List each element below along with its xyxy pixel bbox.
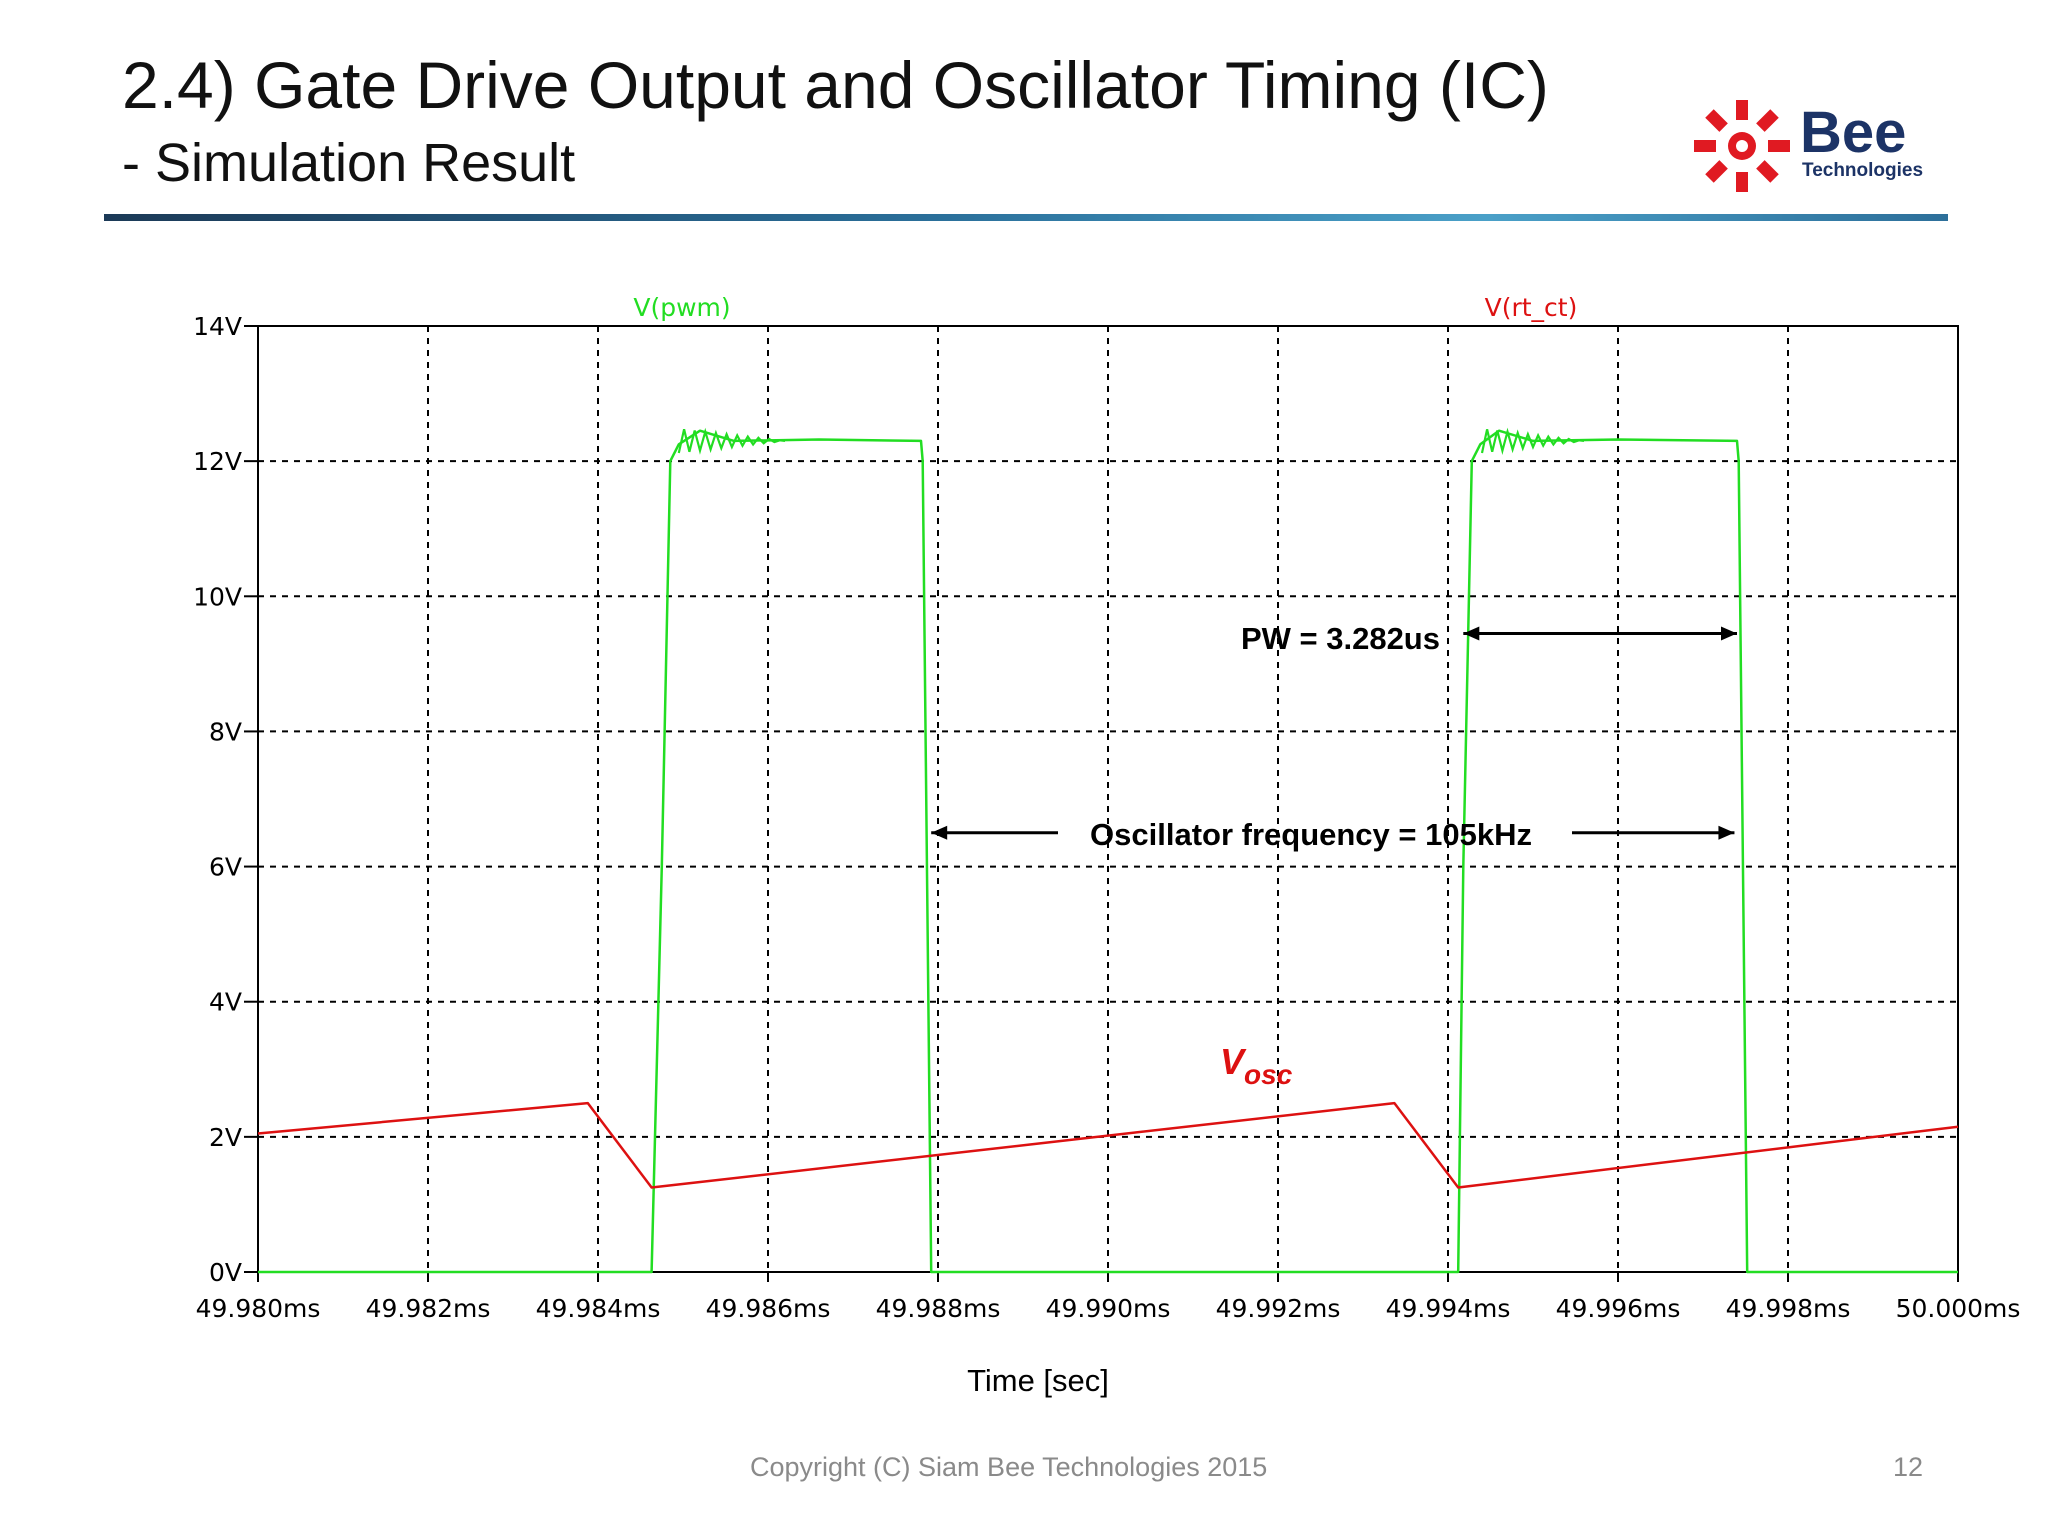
x-tick-label: 49.996ms <box>1556 1294 1681 1323</box>
series-line-pwm <box>258 429 1958 1274</box>
slide-subtitle: - Simulation Result <box>122 133 576 193</box>
pw-arrow-head-right <box>1721 626 1737 641</box>
y-tick-label: 6V <box>209 853 242 882</box>
vosc-label-main: V <box>1220 1041 1247 1082</box>
pwm-ripple <box>677 427 786 455</box>
y-tick-label: 12V <box>193 447 242 476</box>
footer-copyright: Copyright (C) Siam Bee Technologies 2015 <box>750 1452 1268 1482</box>
pw-arrow-head-left <box>1463 626 1480 641</box>
bee-technologies-logo: Bee Technologies <box>1694 100 1923 192</box>
x-tick-label: 49.990ms <box>1046 1294 1171 1323</box>
vosc-label: Vosc <box>1220 1041 1293 1090</box>
bee-burst-icon <box>1694 100 1790 192</box>
x-tick-label: 50.000ms <box>1896 1294 2021 1323</box>
x-tick-label: 49.980ms <box>196 1294 321 1323</box>
osc-freq-arrow-head-right <box>1718 825 1735 840</box>
logo-subtext: Technologies <box>1802 160 1923 181</box>
y-tick-label: 8V <box>209 717 242 746</box>
x-tick-label: 49.992ms <box>1216 1294 1341 1323</box>
pwm-ripple <box>1480 427 1585 455</box>
osc-freq-arrow-head-left <box>931 825 948 840</box>
x-tick-label: 49.984ms <box>536 1294 661 1323</box>
y-tick-label: 4V <box>209 988 242 1017</box>
y-tick-label: 2V <box>209 1123 242 1152</box>
x-tick-label: 49.988ms <box>876 1294 1001 1323</box>
chart-series <box>257 427 1959 1274</box>
y-tick-label: 14V <box>193 312 242 341</box>
chart-grid <box>258 326 1958 1272</box>
x-axis-label: Time [sec] <box>967 1363 1109 1398</box>
x-tick-label: 49.998ms <box>1726 1294 1851 1323</box>
page-number: 12 <box>1893 1452 1924 1482</box>
legend-pwm: V(pwm) <box>633 293 730 322</box>
legend-rt-ct: V(rt_ct) <box>1485 293 1578 322</box>
x-tick-label: 49.982ms <box>366 1294 491 1323</box>
y-tick-label: 10V <box>193 582 242 611</box>
logo-text: Bee <box>1800 100 1906 165</box>
slide-title: 2.4) Gate Drive Output and Oscillator Ti… <box>122 48 1549 122</box>
pw-annotation: PW = 3.282us <box>1241 621 1440 656</box>
chart-annotations: PW = 3.282us Oscillator frequency = 105k… <box>931 621 1737 1090</box>
y-tick-label: 0V <box>209 1258 242 1287</box>
series-line-rt-ct <box>257 1101 1959 1189</box>
chart-ticks: 49.980ms 49.982ms 49.984ms 49.986ms 49.988ms… <box>193 312 2020 1323</box>
osc-freq-annotation: Oscillator frequency = 105kHz <box>1090 817 1532 852</box>
header-divider <box>104 214 1948 221</box>
vosc-label-sub: osc <box>1244 1059 1293 1090</box>
x-tick-label: 49.994ms <box>1386 1294 1511 1323</box>
x-tick-label: 49.986ms <box>706 1294 831 1323</box>
